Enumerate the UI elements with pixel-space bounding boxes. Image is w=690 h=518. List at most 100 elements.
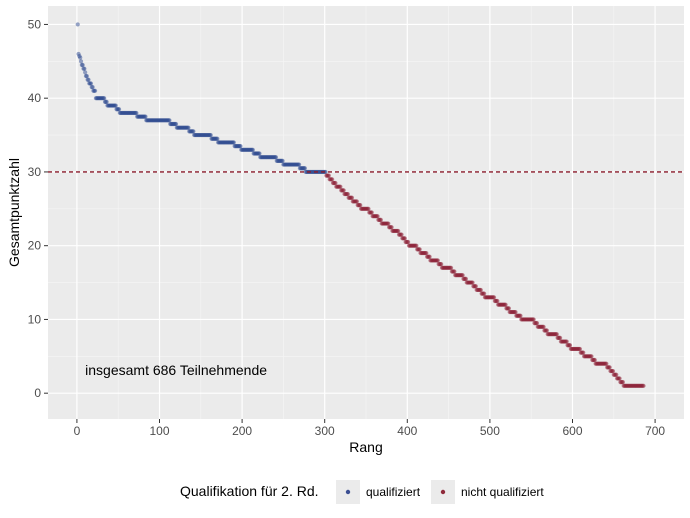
- data-point: [86, 77, 91, 82]
- legend-label-nicht-qualifiziert: nicht qualifiziert: [461, 485, 544, 499]
- data-point: [345, 191, 350, 197]
- data-point: [75, 22, 80, 27]
- data-point: [503, 302, 508, 307]
- x-tick-label: 0: [74, 424, 81, 438]
- data-point: [191, 129, 196, 134]
- data-point: [83, 70, 88, 75]
- x-tick-label: 500: [480, 424, 500, 438]
- data-point: [427, 254, 432, 259]
- data-point: [208, 132, 213, 138]
- y-tick-label: 40: [28, 91, 42, 105]
- data-point: [513, 309, 518, 315]
- data-point: [448, 265, 454, 270]
- data-point: [338, 184, 343, 189]
- data-point: [84, 73, 89, 79]
- data-point: [349, 195, 355, 200]
- data-point: [491, 295, 497, 300]
- legend-label-qualifiziert: qualifiziert: [366, 485, 421, 499]
- data-point: [186, 125, 191, 130]
- data-point: [386, 221, 391, 226]
- y-tick-label: 0: [34, 386, 41, 400]
- data-point: [369, 210, 374, 215]
- x-tick-label: 400: [397, 424, 417, 438]
- data-point: [470, 280, 475, 285]
- data-point: [302, 166, 307, 171]
- data-point: [90, 85, 95, 90]
- data-point: [544, 328, 549, 333]
- legend-key-nicht-qualifiziert: [440, 489, 446, 495]
- data-point: [558, 335, 563, 340]
- data-point: [323, 169, 328, 175]
- data-point: [614, 372, 619, 377]
- x-tick-label: 300: [315, 424, 335, 438]
- y-tick-label: 20: [28, 239, 42, 253]
- data-point: [358, 203, 363, 208]
- data-point: [495, 298, 500, 304]
- y-tick-label: 50: [28, 17, 42, 31]
- data-point: [452, 269, 457, 274]
- x-tick-label: 700: [645, 424, 665, 438]
- data-point: [463, 276, 469, 281]
- data-point: [296, 162, 302, 167]
- data-point: [366, 206, 371, 211]
- data-point: [78, 59, 84, 64]
- data-point: [399, 232, 404, 237]
- data-point: [589, 354, 594, 359]
- data-point: [402, 236, 407, 241]
- data-point: [375, 214, 380, 219]
- data-point: [104, 99, 109, 104]
- data-point: [378, 217, 383, 222]
- data-point: [280, 158, 285, 163]
- data-point: [607, 365, 612, 370]
- data-point: [273, 155, 279, 160]
- data-point: [389, 225, 394, 230]
- data-point: [173, 121, 179, 127]
- data-point: [482, 291, 487, 296]
- data-point: [330, 177, 335, 182]
- data-point: [116, 107, 122, 112]
- data-point: [231, 140, 236, 145]
- x-axis-ticks: 0 100 200 300 400 500 600 700: [74, 419, 665, 438]
- annotation-total: insgesamt 686 Teilnehmende: [85, 362, 267, 378]
- data-point: [257, 151, 262, 156]
- data-point: [610, 368, 616, 374]
- data-point: [439, 262, 444, 267]
- data-point: [460, 273, 465, 278]
- data-point: [435, 258, 440, 263]
- data-point: [215, 136, 220, 141]
- data-point: [620, 380, 625, 385]
- series-qualifiziert: [75, 22, 328, 175]
- data-point: [102, 96, 107, 101]
- y-axis-ticks: 0 10 20 30 40 50: [28, 17, 48, 400]
- data-point: [541, 324, 546, 329]
- x-tick-label: 600: [562, 424, 582, 438]
- data-point: [534, 321, 540, 326]
- data-point: [88, 81, 94, 86]
- data-point: [396, 228, 401, 234]
- data-point: [143, 114, 148, 119]
- y-tick-label: 10: [28, 312, 42, 326]
- data-point: [414, 243, 419, 248]
- data-point: [134, 110, 139, 116]
- data-point: [567, 343, 573, 348]
- legend-title: Qualifikation für 2. Rd.: [180, 483, 319, 499]
- data-point: [531, 317, 536, 322]
- data-point: [592, 357, 597, 363]
- x-axis-title: Rang: [349, 439, 382, 455]
- data-point: [326, 173, 331, 178]
- y-tick-label: 30: [28, 165, 42, 179]
- data-point: [341, 188, 346, 193]
- data-point: [238, 144, 243, 149]
- data-point: [417, 247, 422, 252]
- data-point: [581, 350, 586, 355]
- minor-gridlines: [48, 6, 684, 419]
- data-point: [82, 66, 87, 71]
- data-point: [554, 332, 559, 337]
- series-nicht-qualifiziert: [324, 173, 646, 388]
- data-point: [617, 376, 622, 381]
- data-point: [354, 199, 360, 204]
- x-tick-label: 200: [232, 424, 252, 438]
- data-point: [333, 180, 338, 186]
- data-point: [406, 239, 411, 245]
- y-axis-title: Gesamtpunktzahl: [6, 158, 22, 267]
